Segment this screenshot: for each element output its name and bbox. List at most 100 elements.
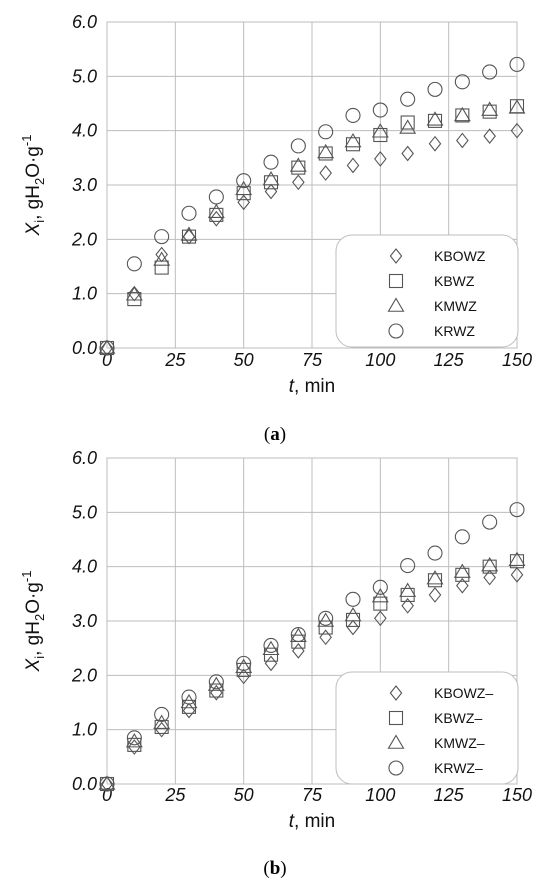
data-point bbox=[371, 123, 389, 138]
chart-panel-a: 0 25 50 75 100 125 1500.01.02.03.04.05.06.0t, … bbox=[19, 12, 532, 397]
data-point bbox=[318, 146, 333, 161]
data-point bbox=[374, 151, 387, 167]
y-tick-label: 6.0 bbox=[72, 12, 97, 32]
data-point bbox=[401, 145, 414, 162]
caption-b: (b) bbox=[263, 858, 287, 879]
data-point bbox=[400, 91, 416, 107]
data-point bbox=[453, 563, 471, 578]
data-point bbox=[345, 591, 361, 607]
data-point bbox=[236, 173, 252, 189]
data-point bbox=[153, 251, 171, 266]
y-tick-label: 1.0 bbox=[72, 284, 97, 304]
x-tick-label: 0 bbox=[102, 785, 112, 805]
data-point bbox=[98, 775, 116, 790]
data-point bbox=[481, 101, 499, 116]
x-tick-label: 25 bbox=[164, 350, 186, 370]
data-point bbox=[508, 551, 526, 566]
x-axis-label-var: t bbox=[289, 811, 295, 832]
legend-label: KRWZ– bbox=[434, 760, 483, 776]
x-tick-label: 50 bbox=[234, 350, 254, 370]
series-triangle bbox=[98, 99, 526, 354]
x-tick-label: 125 bbox=[434, 785, 465, 805]
data-point bbox=[482, 104, 497, 119]
data-point bbox=[207, 203, 225, 218]
data-point bbox=[262, 640, 280, 656]
legend-box bbox=[335, 671, 519, 785]
data-point bbox=[155, 721, 168, 738]
y-label-unit: , gH bbox=[23, 185, 44, 220]
y-axis-label: Xi, gH2O·g-1 bbox=[19, 571, 47, 673]
legend-label: KMWZ bbox=[434, 298, 477, 314]
data-point bbox=[428, 587, 442, 603]
y-tick-label: 1.0 bbox=[72, 720, 97, 740]
data-point bbox=[181, 689, 197, 705]
data-point bbox=[181, 205, 197, 221]
data-point bbox=[128, 739, 141, 755]
data-point bbox=[344, 606, 362, 622]
x-tick-label: 75 bbox=[302, 785, 323, 805]
data-point bbox=[346, 619, 360, 636]
legend: KBOWZ KBWZ KMWZ KRWZ bbox=[335, 234, 519, 348]
legend: KBOWZ– KBWZ– KMWZ– KRWZ– bbox=[335, 671, 519, 785]
y-label-unit2: O·g bbox=[23, 582, 44, 614]
x-axis-label: t, min bbox=[289, 811, 335, 832]
data-point bbox=[427, 573, 443, 588]
data-point bbox=[372, 102, 388, 118]
data-point bbox=[373, 596, 388, 611]
data-point bbox=[483, 569, 496, 586]
data-point bbox=[290, 627, 306, 643]
y-tick-label: 2.0 bbox=[71, 229, 97, 249]
x-tick-label: 150 bbox=[502, 785, 532, 805]
series-circle bbox=[99, 56, 525, 356]
data-point bbox=[509, 554, 525, 569]
data-point bbox=[207, 676, 225, 691]
legend-marker bbox=[388, 760, 404, 776]
legend-marker bbox=[388, 323, 404, 339]
y-label-sup: -1 bbox=[19, 135, 34, 147]
data-point bbox=[482, 64, 498, 80]
legend-marker bbox=[388, 273, 404, 289]
data-point bbox=[154, 706, 170, 723]
caption-b-label: b bbox=[269, 858, 281, 879]
y-label-sup: -1 bbox=[19, 571, 34, 583]
y-label-var: X bbox=[23, 657, 44, 672]
data-point bbox=[318, 620, 333, 635]
legend-marker bbox=[389, 248, 403, 264]
data-point bbox=[509, 56, 525, 72]
data-point bbox=[427, 545, 443, 561]
legend-marker bbox=[387, 297, 405, 312]
data-point bbox=[427, 81, 443, 97]
data-point bbox=[428, 135, 442, 152]
data-point bbox=[180, 226, 198, 241]
data-point bbox=[399, 582, 417, 597]
data-point bbox=[482, 514, 498, 530]
y-tick-label: 4.0 bbox=[72, 121, 97, 141]
data-point bbox=[510, 122, 524, 139]
x-tick-label: 100 bbox=[365, 350, 395, 370]
data-point bbox=[427, 113, 443, 128]
y-label-sub2: 2 bbox=[32, 614, 47, 621]
data-point bbox=[99, 776, 115, 792]
data-point bbox=[456, 577, 469, 594]
x-axis-label-unit: , min bbox=[294, 376, 335, 397]
y-tick-label: 2.0 bbox=[71, 665, 97, 685]
y-label-unit2: O·g bbox=[23, 146, 44, 178]
data-point bbox=[510, 566, 524, 583]
caption-a-label: a bbox=[270, 424, 280, 445]
data-point bbox=[290, 138, 306, 154]
data-point bbox=[426, 111, 444, 126]
data-point bbox=[208, 189, 224, 205]
data-point bbox=[236, 655, 252, 671]
data-point bbox=[153, 714, 171, 729]
data-point bbox=[319, 165, 332, 181]
x-tick-label: 50 bbox=[234, 785, 254, 805]
data-point bbox=[344, 132, 362, 148]
data-point bbox=[456, 132, 469, 149]
data-point bbox=[319, 629, 332, 646]
y-tick-label: 3.0 bbox=[72, 175, 97, 195]
legend-marker bbox=[388, 710, 404, 726]
data-point bbox=[481, 556, 499, 572]
data-point bbox=[154, 260, 169, 275]
data-point bbox=[399, 119, 417, 134]
